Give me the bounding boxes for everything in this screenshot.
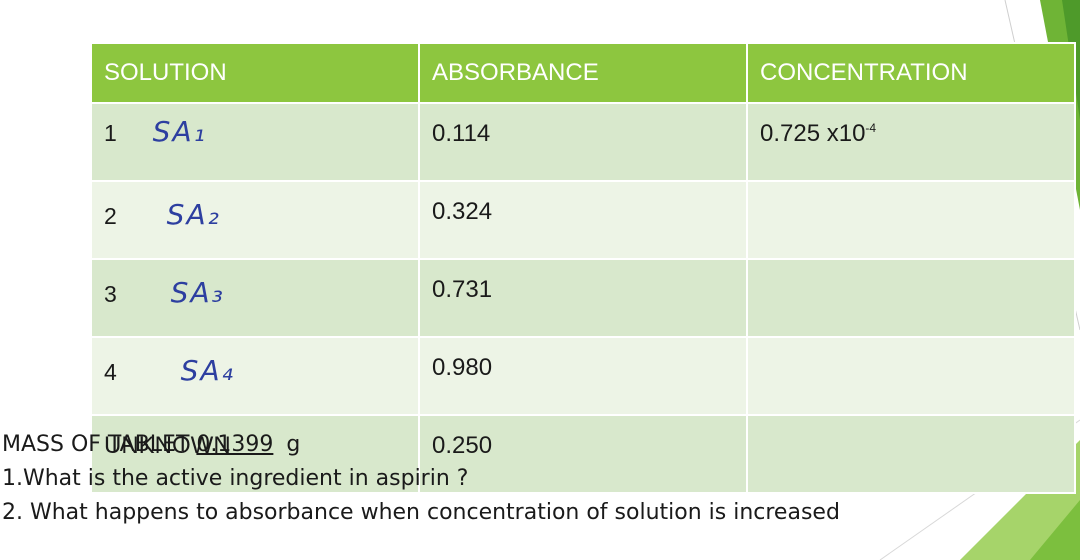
solution-number: 2 bbox=[104, 203, 117, 229]
absorbance-cell: 0.980 bbox=[418, 336, 748, 416]
solution-cell: 1 SA₁ bbox=[90, 102, 420, 182]
concentration-value: 0.725 x10 bbox=[760, 120, 866, 147]
solution-number: 4 bbox=[104, 359, 117, 385]
solution-cell: 3 SA₃ bbox=[90, 258, 420, 338]
solution-cell: 4 SA₄ bbox=[90, 336, 420, 416]
absorbance-cell: 0.324 bbox=[418, 180, 748, 260]
handwritten-label: SA₂ bbox=[166, 198, 221, 231]
table-header-row: SOLUTION ABSORBANCE CONCENTRATION bbox=[90, 42, 1076, 104]
table-row: UNKNOWN 0.250 bbox=[90, 414, 1076, 494]
header-solution: SOLUTION bbox=[90, 42, 420, 104]
mass-label: MASS OF TABLET bbox=[2, 432, 190, 457]
question-1: 1.What is the active ingredient in aspir… bbox=[2, 466, 469, 491]
table-row: 3 SA₃ 0.731 bbox=[90, 258, 1076, 338]
header-concentration: CONCENTRATION bbox=[746, 42, 1076, 104]
solution-cell: UNKNOWN bbox=[90, 414, 420, 494]
solution-number: 1 bbox=[104, 120, 117, 146]
concentration-exponent: -4 bbox=[865, 121, 877, 135]
header-absorbance: ABSORBANCE bbox=[418, 42, 748, 104]
question-2: 2. What happens to absorbance when conce… bbox=[2, 500, 840, 525]
notes-section: MASS OF TABLET 0.1399 g 1.What is the ac… bbox=[2, 428, 840, 530]
concentration-cell bbox=[746, 258, 1076, 338]
mass-value: 0.1399 bbox=[196, 432, 274, 457]
solution-number: 3 bbox=[104, 281, 117, 307]
concentration-cell bbox=[746, 414, 1076, 494]
absorbance-cell: 0.731 bbox=[418, 258, 748, 338]
concentration-cell: 0.725 x10-4 bbox=[746, 102, 1076, 182]
table-row: 1 SA₁ 0.114 0.725 x10-4 bbox=[90, 102, 1076, 182]
mass-unit: g bbox=[286, 432, 301, 457]
handwritten-label: SA₁ bbox=[152, 115, 207, 148]
absorbance-cell: 0.114 bbox=[418, 102, 748, 182]
table-row: 4 SA₄ 0.980 bbox=[90, 336, 1076, 416]
handwritten-label: SA₃ bbox=[170, 276, 225, 309]
solution-cell: 2 SA₂ bbox=[90, 180, 420, 260]
concentration-cell bbox=[746, 180, 1076, 260]
concentration-cell bbox=[746, 336, 1076, 416]
data-table: SOLUTION ABSORBANCE CONCENTRATION 1 SA₁ … bbox=[90, 42, 1076, 494]
absorbance-cell: 0.250 bbox=[418, 414, 748, 494]
table-row: 2 SA₂ 0.324 bbox=[90, 180, 1076, 260]
mass-of-tablet-line: MASS OF TABLET 0.1399 g bbox=[2, 428, 840, 462]
handwritten-label: SA₄ bbox=[180, 354, 235, 387]
